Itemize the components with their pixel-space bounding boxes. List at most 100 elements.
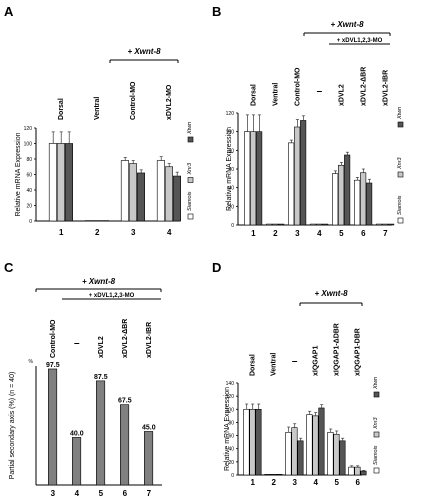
category-label: Control-MO <box>50 319 57 358</box>
lane-number: 5 <box>99 489 104 498</box>
panel-letter: D <box>212 260 221 275</box>
bar <box>72 437 82 486</box>
bar <box>47 368 58 486</box>
bar <box>56 143 66 222</box>
panel-c: C + Xwnt-8 + xDVL1,2,3-MO% Partial secondar… <box>4 260 162 498</box>
category-label: Control-MO <box>294 67 301 106</box>
y-tick-label: 60 <box>228 434 234 440</box>
category-label: – <box>74 338 80 349</box>
bar <box>144 431 154 486</box>
category-label: xIQGAP1-DBR <box>355 328 362 376</box>
bar <box>272 223 279 226</box>
category-label: Control-MO <box>130 81 137 120</box>
category-label: Ventral <box>271 353 278 376</box>
y-tick-label: 0 <box>231 473 234 479</box>
bar <box>388 223 395 226</box>
bar <box>310 223 317 226</box>
lane-number: 3 <box>51 489 56 498</box>
sub-bracket-label: + xDVL1,2,3-MO <box>337 38 383 44</box>
lane-number: 5 <box>334 478 339 487</box>
y-tick-label: 80 <box>228 148 234 154</box>
y-tick-label: 40 <box>228 186 234 192</box>
legend-swatch <box>373 431 380 438</box>
bar <box>332 173 339 226</box>
y-tick-label: 80 <box>228 420 234 426</box>
y-tick-label: 100 <box>24 142 33 148</box>
lane-number: 1 <box>251 229 256 238</box>
y-tick-label: 0 <box>231 223 234 229</box>
y-axis-label: Relative mRNA Expression <box>226 127 233 211</box>
bar <box>92 220 101 222</box>
y-tick-label: 40 <box>26 188 32 194</box>
category-label: xDVL2 <box>338 84 345 106</box>
bar <box>318 407 325 476</box>
lane-number: 6 <box>361 229 366 238</box>
bar <box>250 131 257 226</box>
bar <box>278 223 285 226</box>
bar <box>354 466 361 476</box>
data-label: 45.0 <box>142 424 156 431</box>
bar <box>100 220 109 222</box>
bar <box>294 126 301 226</box>
lane-number: 4 <box>317 229 322 238</box>
y-tick-label: 140 <box>226 381 235 387</box>
bracket-label: + Xwnt-8 <box>314 289 348 298</box>
bar <box>270 474 277 476</box>
bar <box>306 414 313 476</box>
bar <box>164 166 173 222</box>
data-label: 87.5 <box>94 374 108 381</box>
data-label: 67.5 <box>118 398 132 405</box>
legend-swatch <box>187 213 194 220</box>
panel-b: B + Xwnt-8 + xDVL1,2,3-MO 0 20 40 60 80 100 120 Re… <box>212 4 404 238</box>
y-tick-label: 60 <box>26 173 32 179</box>
legend-label: Siamois <box>373 445 379 465</box>
category-label: Dorsal <box>250 84 257 106</box>
legend-label: Siamois <box>187 191 193 211</box>
bar <box>333 433 340 476</box>
bar <box>276 474 283 476</box>
category-label: xDVL2-MO <box>166 84 173 120</box>
bar <box>316 223 323 226</box>
bar <box>376 223 383 226</box>
lane-number: 2 <box>95 228 100 237</box>
bar <box>360 470 367 476</box>
bar <box>291 427 298 476</box>
category-label: Dorsal <box>250 354 257 376</box>
legend-label: Xnr3 <box>187 162 193 176</box>
legend-label: Siamois <box>397 195 403 215</box>
y-tick-label: 60 <box>228 167 234 173</box>
category-label: xIQGAP1 <box>313 346 320 376</box>
legend-swatch <box>397 121 404 128</box>
legend-swatch <box>397 217 404 224</box>
bar <box>172 175 181 222</box>
category-label: Ventral <box>272 83 279 106</box>
category-label: xIQGAP1-ΔDBR <box>334 323 341 376</box>
lane-number: 4 <box>313 478 318 487</box>
bar <box>156 160 165 222</box>
lane-number: 7 <box>147 489 152 498</box>
y-tick-label: 20 <box>228 460 234 466</box>
bar <box>360 172 367 226</box>
bar <box>266 223 273 226</box>
legend-swatch <box>373 467 380 474</box>
bar <box>322 223 329 226</box>
lane-number: 6 <box>123 489 128 498</box>
bar <box>120 404 130 486</box>
lane-number: 7 <box>383 229 388 238</box>
category-label: Dorsal <box>58 98 65 120</box>
category-label: xDVL2-IBR <box>382 70 389 106</box>
y-tick-label: 40 <box>228 447 234 453</box>
panel-letter: C <box>4 260 14 275</box>
bar <box>300 120 307 226</box>
legend-label: Xtwn <box>373 377 379 390</box>
legend-label: Xtwn <box>397 107 403 120</box>
bar <box>264 474 271 476</box>
legend-swatch <box>397 171 404 178</box>
category-label: xDVL2-ΔBR <box>122 319 129 358</box>
bar <box>120 160 129 222</box>
lane-number: 3 <box>295 229 300 238</box>
y-tick-label: 100 <box>226 130 235 136</box>
bar <box>339 440 346 476</box>
